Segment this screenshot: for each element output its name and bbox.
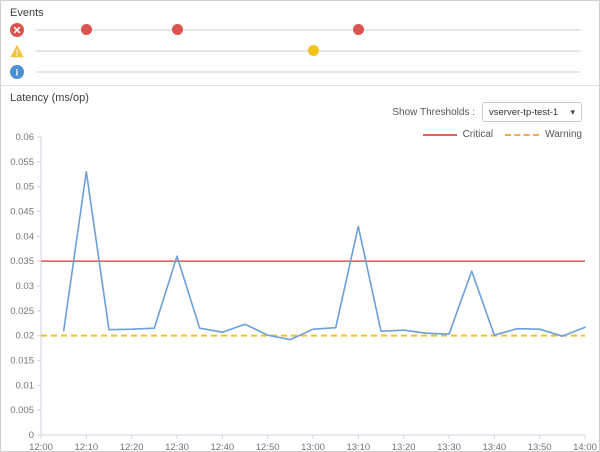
event-timeline-error xyxy=(36,29,581,31)
event-row-info: i xyxy=(1,64,599,80)
warning-triangle-icon: ! xyxy=(10,44,24,58)
latency-chart: 0 0.005 0.01 0.015 0.02 0.025 0.03 0.035 0.04 0.0… xyxy=(1,131,599,452)
x-tick-label: 12:00 xyxy=(29,442,53,452)
threshold-controls: Show Thresholds : vserver-tp-test-1 ▾ xyxy=(392,102,582,122)
y-tick-label: 0.05 xyxy=(16,182,35,193)
thresholds-dropdown[interactable]: vserver-tp-test-1 ▾ xyxy=(482,102,582,122)
event-dot-warning-13:00[interactable] xyxy=(307,45,319,56)
legend-item-warning[interactable]: Warning xyxy=(505,129,582,140)
event-dot-error-12:10[interactable] xyxy=(80,24,92,35)
y-tick-label: 0.005 xyxy=(10,405,34,416)
x-tick-label: 14:00 xyxy=(573,442,597,452)
y-tick-label: 0.035 xyxy=(10,256,34,267)
svg-text:!: ! xyxy=(16,48,19,58)
x-tick-label: 13:30 xyxy=(437,442,461,452)
latency-panel: Latency (ms/op) Show Thresholds : vserve… xyxy=(1,86,599,451)
info-circle-icon: i xyxy=(10,65,24,79)
events-panel: Events ! i xyxy=(1,1,599,86)
x-tick-label: 12:30 xyxy=(165,442,189,452)
latency-chart-svg: 0 0.005 0.01 0.015 0.02 0.025 0.03 0.035 0.04 0.0… xyxy=(10,132,597,452)
events-panel-title: Events xyxy=(10,7,44,19)
event-row-error xyxy=(1,22,599,38)
error-circle-icon xyxy=(10,23,24,37)
latency-panel-title: Latency (ms/op) xyxy=(10,92,89,104)
x-tick-label: 13:10 xyxy=(346,442,370,452)
x-tick-label: 12:10 xyxy=(74,442,98,452)
x-tick-label: 12:40 xyxy=(210,442,234,452)
y-tick-label: 0.03 xyxy=(16,281,35,292)
warning-line-sample xyxy=(505,133,540,136)
x-tick-label: 12:50 xyxy=(256,442,280,452)
y-tick-label: 0.045 xyxy=(10,207,34,218)
x-tick-label: 13:40 xyxy=(482,442,506,452)
thresholds-dropdown-value: vserver-tp-test-1 xyxy=(489,106,559,118)
svg-text:i: i xyxy=(16,68,19,79)
y-tick-label: 0.01 xyxy=(16,380,35,391)
y-tick-label: 0.02 xyxy=(16,331,35,342)
latency-series-line xyxy=(62,170,586,341)
chevron-down-icon: ▾ xyxy=(570,106,575,117)
show-thresholds-label: Show Thresholds : xyxy=(392,106,475,118)
critical-line-sample xyxy=(422,133,457,136)
y-tick-label: 0.025 xyxy=(10,306,34,317)
x-tick-label: 13:20 xyxy=(392,442,416,452)
y-tick-label: 0.015 xyxy=(10,356,34,367)
x-tick-label: 13:00 xyxy=(301,442,325,452)
event-dot-error-12:30[interactable] xyxy=(171,24,183,35)
legend-item-critical[interactable]: Critical xyxy=(422,129,494,140)
y-tick-label: 0 xyxy=(29,430,34,441)
x-tick-label: 12:20 xyxy=(120,442,144,452)
event-row-warning: ! xyxy=(1,43,599,59)
y-tick-label: 0.055 xyxy=(10,157,34,168)
y-tick-label: 0.06 xyxy=(16,132,35,143)
y-tick-label: 0.04 xyxy=(16,231,35,242)
event-dot-error-13:10[interactable] xyxy=(352,24,364,35)
event-timeline-info xyxy=(36,71,581,73)
legend-label-warning: Warning xyxy=(545,129,582,140)
chart-legend: Critical Warning xyxy=(411,129,582,140)
x-tick-label: 13:50 xyxy=(528,442,552,452)
legend-label-critical: Critical xyxy=(462,129,494,140)
